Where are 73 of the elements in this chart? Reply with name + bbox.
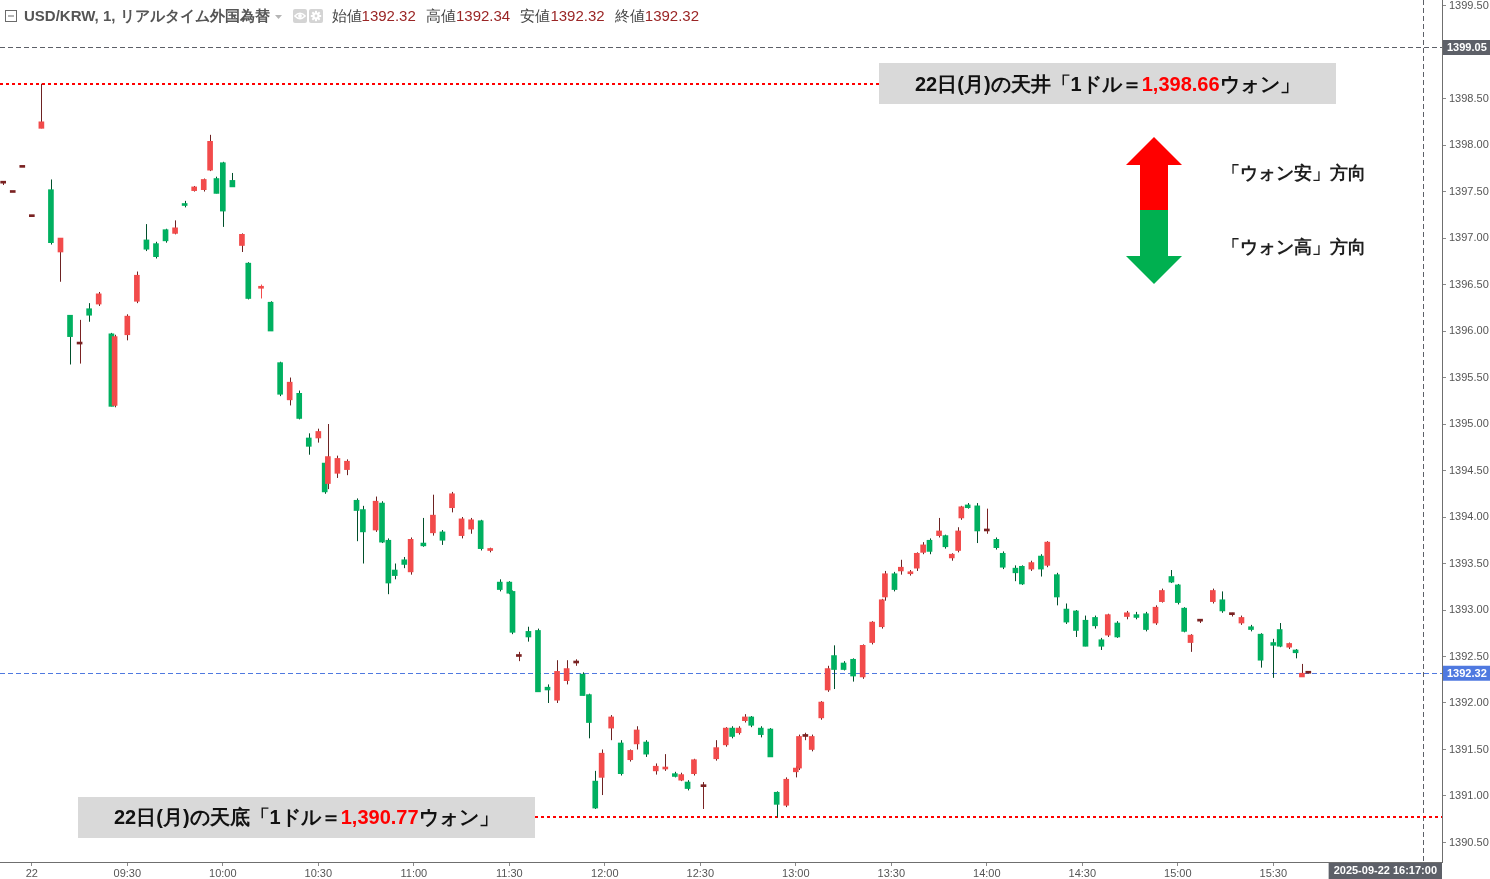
x-tick-label: 13:00 bbox=[782, 866, 810, 879]
candlestick bbox=[936, 517, 942, 538]
y-tick-label: 1397.50 bbox=[1449, 184, 1489, 197]
candlestick bbox=[818, 700, 825, 721]
text: USD/KRW, 1, リアルタイム外国為替 bbox=[24, 7, 270, 25]
ref-line-label: 22日(月)の天底「1ドル＝1,390.77ウォン」 bbox=[114, 806, 499, 828]
y-tick-label: 1395.00 bbox=[1449, 417, 1489, 430]
candlestick bbox=[700, 781, 707, 810]
candlestick bbox=[1073, 609, 1079, 638]
candlestick bbox=[869, 620, 876, 645]
candlestick bbox=[124, 313, 131, 341]
candlestick bbox=[1219, 590, 1226, 614]
ref-line-label: 1392.32 bbox=[1447, 666, 1487, 679]
ref-line-label: 22日(月)の天井「1ドル＝1,398.66ウォン」 bbox=[915, 73, 1300, 95]
x-tick-label: 14:00 bbox=[973, 866, 1001, 879]
y-tick-label: 1390.50 bbox=[1449, 835, 1489, 848]
candlestick bbox=[563, 659, 570, 685]
candlestick bbox=[850, 657, 856, 683]
candlestick bbox=[1181, 606, 1187, 633]
candlestick bbox=[239, 232, 245, 253]
y-tick-label: 1398.00 bbox=[1449, 138, 1489, 151]
candlestick bbox=[305, 432, 312, 456]
y-tick-label: 1393.00 bbox=[1449, 603, 1489, 616]
ref-line-label: 1399.05 bbox=[1447, 40, 1487, 53]
candlestick bbox=[955, 526, 961, 553]
x-tick-label: 22 bbox=[25, 866, 38, 879]
text: 始値1392.32 高値1392.34 安値1392.32 終値1392.32 bbox=[331, 7, 700, 24]
x-tick-label: 10:30 bbox=[304, 866, 333, 879]
candlestick bbox=[1038, 553, 1044, 578]
y-tick-label: 1391.50 bbox=[1449, 742, 1489, 755]
x-tick-label: 09:30 bbox=[113, 866, 142, 879]
y-tick-label: 1398.50 bbox=[1449, 91, 1489, 104]
candlestick bbox=[86, 302, 92, 323]
candlestick bbox=[1044, 540, 1051, 568]
ref-line-label: 2025-09-22 16:17:00 bbox=[1333, 864, 1437, 877]
x-tick-label: 12:30 bbox=[686, 866, 715, 879]
y-tick-label: 1396.50 bbox=[1449, 277, 1489, 290]
candlestick bbox=[1054, 572, 1060, 606]
candlestick bbox=[722, 726, 729, 748]
x-tick-label: 10:00 bbox=[209, 866, 237, 879]
x-tick-label: 13:30 bbox=[877, 866, 906, 879]
candlestick bbox=[773, 790, 780, 818]
x-tick-label: 11:30 bbox=[495, 866, 523, 879]
y-tick-label: 1395.50 bbox=[1449, 370, 1489, 383]
candlestick bbox=[713, 739, 720, 762]
candlestick bbox=[38, 83, 45, 129]
x-tick-label: 12:00 bbox=[591, 866, 619, 879]
candlestick bbox=[430, 494, 436, 537]
candlestick bbox=[449, 491, 455, 513]
y-tick-label: 1399.50 bbox=[1449, 0, 1489, 11]
candlestick bbox=[1174, 583, 1181, 605]
candlestick bbox=[891, 571, 898, 592]
x-tick-label: 11:00 bbox=[400, 866, 428, 879]
y-tick-label: 1391.00 bbox=[1449, 789, 1489, 802]
y-tick-label: 1392.00 bbox=[1449, 696, 1489, 709]
y-tick-label: 1394.00 bbox=[1449, 510, 1489, 523]
candlestick bbox=[1143, 611, 1149, 632]
candlestick bbox=[608, 714, 615, 741]
y-tick-label: 1393.50 bbox=[1449, 556, 1489, 569]
annotation: 「ウォン高」方向 bbox=[1222, 236, 1366, 258]
y-tick-label: 1394.50 bbox=[1449, 463, 1489, 476]
candlestick bbox=[334, 455, 341, 479]
candlestick bbox=[67, 314, 73, 366]
x-tick-label: 15:30 bbox=[1259, 866, 1288, 879]
x-tick-label: 15:00 bbox=[1164, 866, 1192, 879]
y-tick-label: 1392.50 bbox=[1449, 649, 1489, 662]
x-tick-label: 14:30 bbox=[1068, 866, 1097, 879]
candlestick bbox=[913, 551, 920, 572]
annotation: 「ウォン安」方向 bbox=[1222, 162, 1366, 184]
candlestick bbox=[286, 377, 293, 406]
y-tick-label: 1397.00 bbox=[1449, 231, 1489, 244]
candlestick bbox=[831, 644, 837, 690]
y-tick-label: 1396.00 bbox=[1449, 324, 1489, 337]
